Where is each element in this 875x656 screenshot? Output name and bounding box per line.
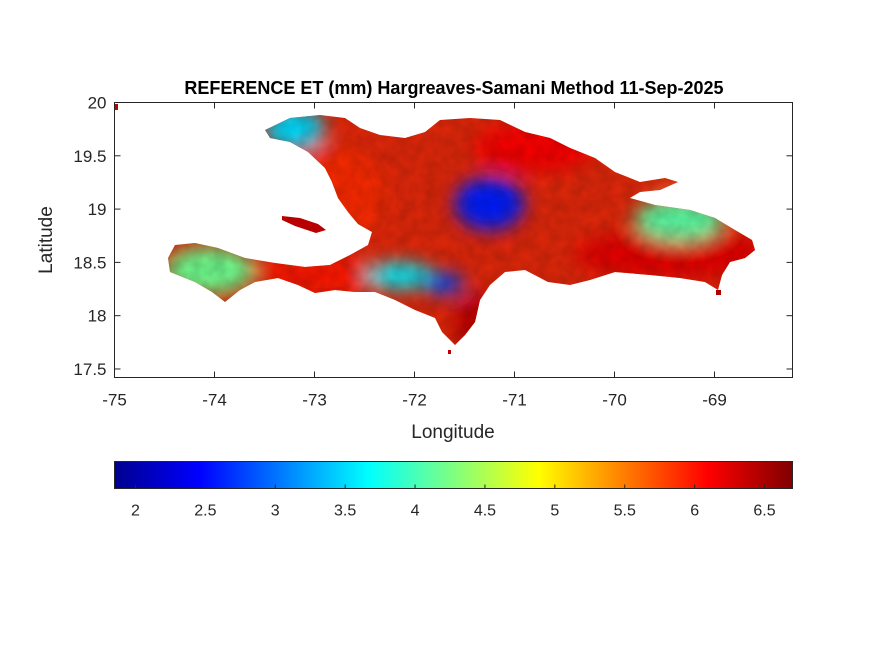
colorbar-tick-label: 3	[271, 503, 280, 520]
y-tick-label: 19	[88, 200, 107, 219]
x-tick-label: -74	[202, 391, 227, 410]
y-axis: 17.5 18 18.5 19 19.5 20	[73, 94, 793, 379]
axes-box	[114, 102, 793, 378]
colorbar-tick-label: 5	[550, 503, 559, 520]
x-axis: -75 -74 -73 -72 -71 -70 -69	[102, 102, 727, 410]
x-tick-label: -75	[102, 391, 127, 410]
colorbar-tick-label: 3.5	[334, 503, 356, 520]
y-tick-label: 18.5	[73, 253, 106, 272]
y-tick-label: 18	[88, 307, 107, 326]
y-axis-label: Latitude	[36, 206, 57, 274]
y-tick-label: 17.5	[73, 360, 106, 379]
x-tick-label: -72	[402, 391, 427, 410]
small-island-pixel	[115, 104, 118, 110]
small-island-pixel	[448, 350, 451, 354]
colorbar-tick-label: 6	[690, 503, 699, 520]
colorbar-ticks: 2 2.5 3 3.5 4 4.5 5 5.5 6 6.5	[131, 484, 776, 520]
chart-title: REFERENCE ET (mm) Hargreaves-Samani Meth…	[184, 78, 723, 98]
x-tick-label: -71	[502, 391, 527, 410]
x-tick-label: -70	[602, 391, 627, 410]
y-tick-label: 20	[88, 94, 107, 113]
et-map	[115, 104, 755, 354]
colorbar-tick-label: 4	[411, 503, 420, 520]
colorbar-tick-label: 5.5	[614, 503, 636, 520]
colorbar	[114, 461, 793, 489]
colorbar-tick-label: 2	[131, 503, 140, 520]
colorbar-tick-label: 6.5	[753, 503, 775, 520]
small-island-pixel	[716, 290, 721, 295]
x-axis-label: Longitude	[411, 422, 494, 443]
colorbar-tick-label: 2.5	[194, 503, 216, 520]
y-tick-label: 19.5	[73, 147, 106, 166]
x-tick-label: -73	[302, 391, 327, 410]
x-tick-label: -69	[702, 391, 727, 410]
colorbar-tick-label: 4.5	[474, 503, 496, 520]
